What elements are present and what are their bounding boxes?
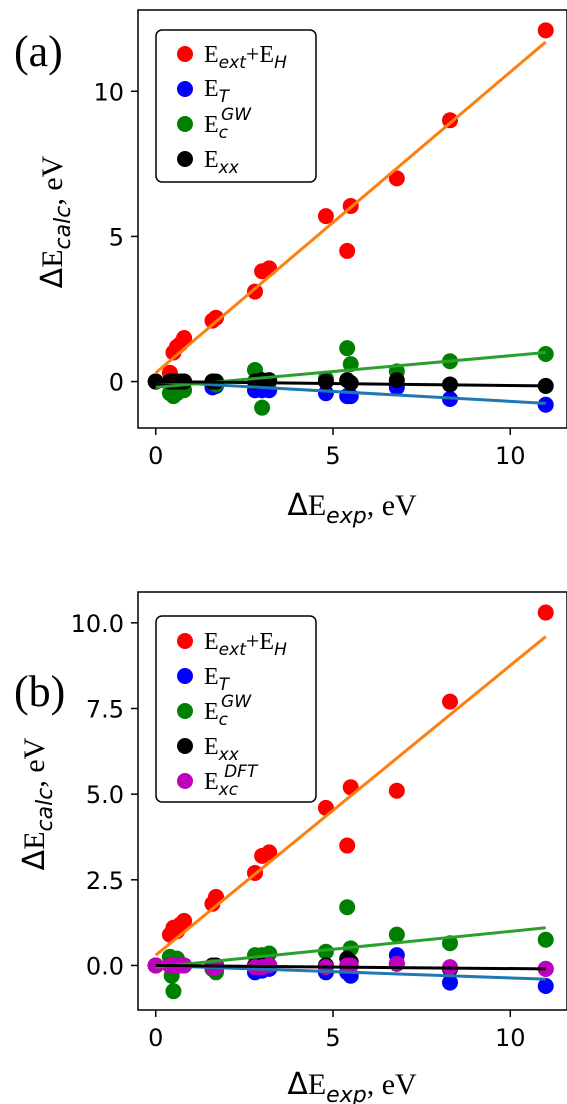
y-tick-label-b: 2.5 <box>86 867 124 895</box>
point-e-c-gw-b <box>165 983 182 1000</box>
point-e-ext-h-a <box>261 260 278 277</box>
plot-frame-b <box>137 591 567 1011</box>
y-tick-label-a: 5 <box>109 223 124 251</box>
y-tick-label-b: 0.0 <box>86 952 124 980</box>
legend-a: Eext+EH ET EcGW Exx <box>155 29 317 183</box>
y-axis-label-a: ΔEcalc, eV <box>35 155 76 288</box>
x-tick-label-b: 10 <box>495 1024 526 1052</box>
fit-line-fit-e-t-a <box>155 380 546 405</box>
point-e-ext-h-a <box>176 330 193 347</box>
panel-label-a: (a) <box>14 27 63 76</box>
y-tick-label-b: 7.5 <box>86 695 124 723</box>
legend-marker-ecgw <box>177 116 193 132</box>
x-axis-label-b: ΔEexp, eV <box>287 1067 417 1104</box>
point-e-ext-h-a <box>537 22 554 39</box>
x-tick-label-a: 10 <box>495 442 526 470</box>
legend-b: Eext+EH ET EcGW Exx ExcDFT <box>155 615 317 803</box>
point-e-ext-h-b <box>339 837 356 854</box>
legend-marker-exx <box>177 151 193 167</box>
point-e-xx-a <box>261 372 278 389</box>
point-e-ext-h-b <box>261 844 278 861</box>
point-e-ext-h-a <box>208 309 224 326</box>
fit-line-fit-e-ext-h-a <box>154 40 547 374</box>
point-e-xx-a <box>317 373 334 390</box>
legend-marker-exx-b <box>177 738 193 754</box>
point-e-t-b <box>537 978 554 995</box>
plot-frame-a <box>137 9 567 429</box>
legend-marker-eext-eh <box>177 46 193 62</box>
fit-line-fit-e-xx-b <box>155 963 546 971</box>
legend-marker-et-b <box>177 668 193 684</box>
panel-label-b: (b) <box>14 667 65 716</box>
legend-marker-excdft-b <box>177 773 193 789</box>
y-axis-label-b: ΔEcalc, eV <box>17 737 58 870</box>
point-e-t-a <box>537 396 554 413</box>
legend-label-eext-eh: Eext+EH <box>204 42 287 73</box>
point-e-ext-h-a <box>442 112 458 129</box>
legend-label-eext-eh-b: Eext+EH <box>204 629 287 660</box>
point-e-c-gw-a <box>339 340 356 357</box>
point-e-ext-h-a <box>247 283 263 300</box>
fit-line-fit-e-t-b <box>155 963 546 981</box>
point-e-ext-h-b <box>176 912 193 929</box>
point-e-c-gw-b <box>537 931 554 948</box>
x-tick-label-b: 5 <box>325 1024 340 1052</box>
legend-marker-eext-eh-b <box>177 633 193 649</box>
legend-marker-ecgw-b <box>177 703 193 719</box>
point-e-c-gw-b <box>339 899 356 916</box>
point-e-t-a <box>317 385 334 402</box>
point-e-ext-h-a <box>339 242 356 259</box>
fit-line-fit-e-xx-a <box>155 380 546 388</box>
fit-line-fit-e-c-gw-b <box>155 926 546 969</box>
y-tick-label-a: 0 <box>109 369 124 397</box>
legend-box-b <box>155 615 317 803</box>
point-e-c-gw-a <box>254 399 271 416</box>
legend-label-et-b: ET <box>204 664 231 695</box>
x-tick-label-a: 0 <box>148 442 163 470</box>
legend-box-a <box>155 29 317 183</box>
y-tick-label-a: 10 <box>93 78 124 106</box>
legend-marker-et <box>177 81 193 97</box>
fit-line-fit-e-ext-h-b <box>154 635 547 957</box>
panel-b: (b) 0 5 10 0.0 2.5 5.0 7.5 10.0 Eext+EH ET EcGW… <box>14 591 567 1104</box>
point-e-c-gw-b <box>388 926 405 943</box>
point-e-ext-h-a <box>388 170 405 187</box>
y-tick-label-b: 5.0 <box>86 781 124 809</box>
point-e-ext-h-b <box>442 693 458 710</box>
point-e-ext-h-b <box>537 604 554 621</box>
x-tick-label-a: 5 <box>325 442 340 470</box>
point-e-ext-h-a <box>317 208 334 225</box>
x-axis-label-a: ΔEexp, eV <box>287 488 417 529</box>
point-e-t-b <box>442 974 458 991</box>
point-e-xc-dft-b <box>388 955 405 972</box>
point-e-c-gw-b <box>317 943 334 960</box>
point-e-xc-dft-b <box>342 957 359 974</box>
point-e-ext-h-b <box>388 782 405 799</box>
x-tick-label-b: 0 <box>148 1024 163 1052</box>
y-tick-label-b: 10.0 <box>71 610 124 638</box>
panel-a: (a) 0 5 10 0 5 10 Eext+EH ET EcGW Exx ΔEcalc,… <box>14 9 567 529</box>
